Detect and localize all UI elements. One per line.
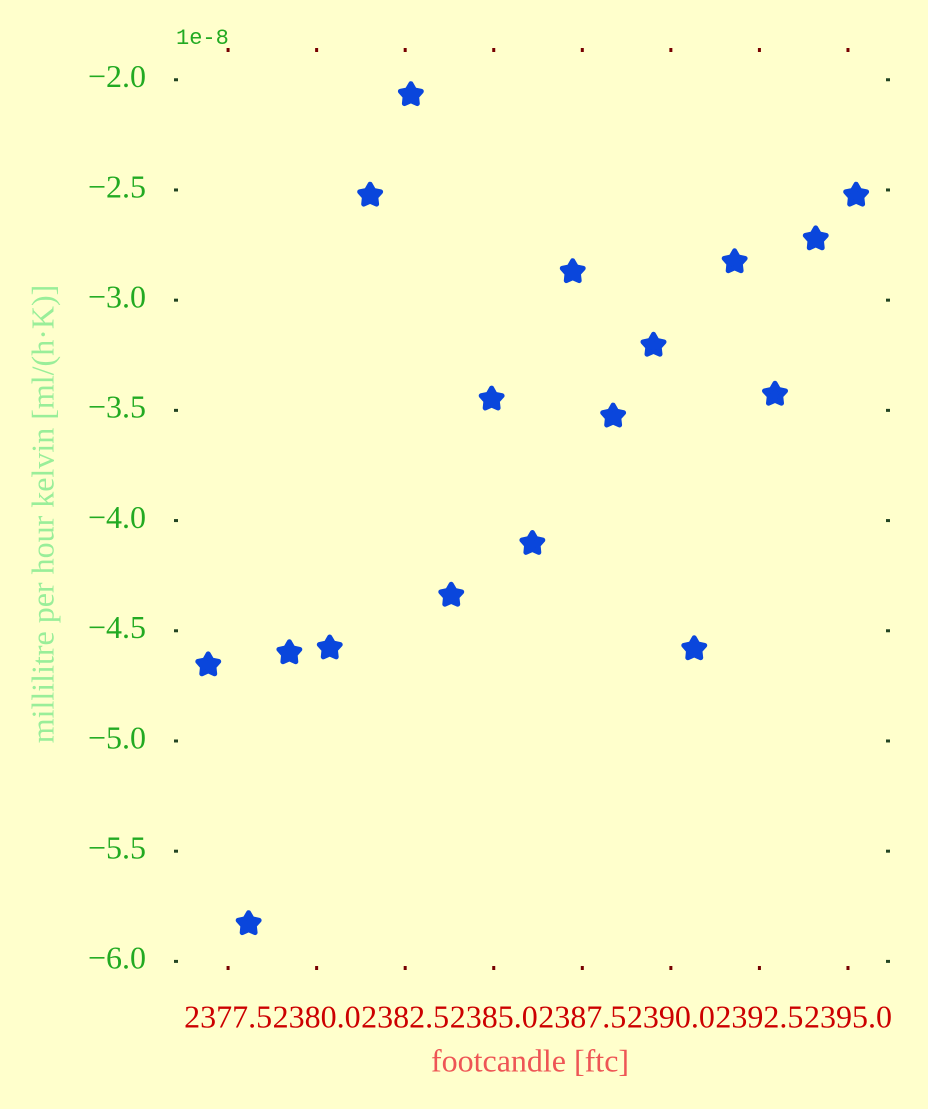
marker — [762, 380, 788, 406]
marker — [640, 331, 667, 357]
marker — [397, 81, 424, 107]
y-tick-label: −4.5 — [88, 609, 146, 645]
x-tick-label: 2377.5 — [184, 998, 272, 1034]
marker — [316, 634, 343, 660]
y-offset-label: 1e-8 — [176, 26, 229, 51]
x-tick-label: 2395.0 — [804, 998, 892, 1034]
marker — [559, 258, 586, 284]
y-axis-label: millilitre per hour kelvin [ml/(h·K)] — [24, 285, 60, 744]
y-tick-label: −4.0 — [88, 499, 146, 535]
x-tick-label: 2382.5 — [361, 998, 449, 1034]
x-tick-label: 2392.5 — [715, 998, 803, 1034]
marker — [235, 910, 262, 936]
marker — [681, 635, 708, 661]
x-tick-label: 2390.0 — [627, 998, 715, 1034]
y-tick-label: −5.0 — [88, 719, 146, 755]
y-tick-label: −2.0 — [88, 58, 146, 94]
y-tick-label: −3.5 — [88, 389, 146, 425]
marker — [478, 385, 505, 411]
y-tick-label: −6.0 — [88, 940, 146, 976]
y-tick-label: −3.0 — [88, 279, 146, 315]
x-tick-label: 2380.0 — [273, 998, 361, 1034]
marker — [600, 402, 627, 428]
marker — [195, 651, 222, 677]
marker — [519, 530, 546, 555]
x-tick-label: 2387.5 — [538, 998, 626, 1034]
y-tick-label: −2.5 — [88, 168, 146, 204]
marker — [802, 225, 829, 251]
marker — [721, 248, 748, 274]
x-tick-label: 2385.0 — [450, 998, 538, 1034]
marker — [276, 639, 303, 665]
marker — [357, 181, 384, 207]
marker — [438, 581, 465, 607]
y-tick-label: −5.5 — [88, 830, 146, 866]
marker — [843, 181, 870, 207]
x-axis-label: footcandle [ftc] — [431, 1042, 629, 1078]
